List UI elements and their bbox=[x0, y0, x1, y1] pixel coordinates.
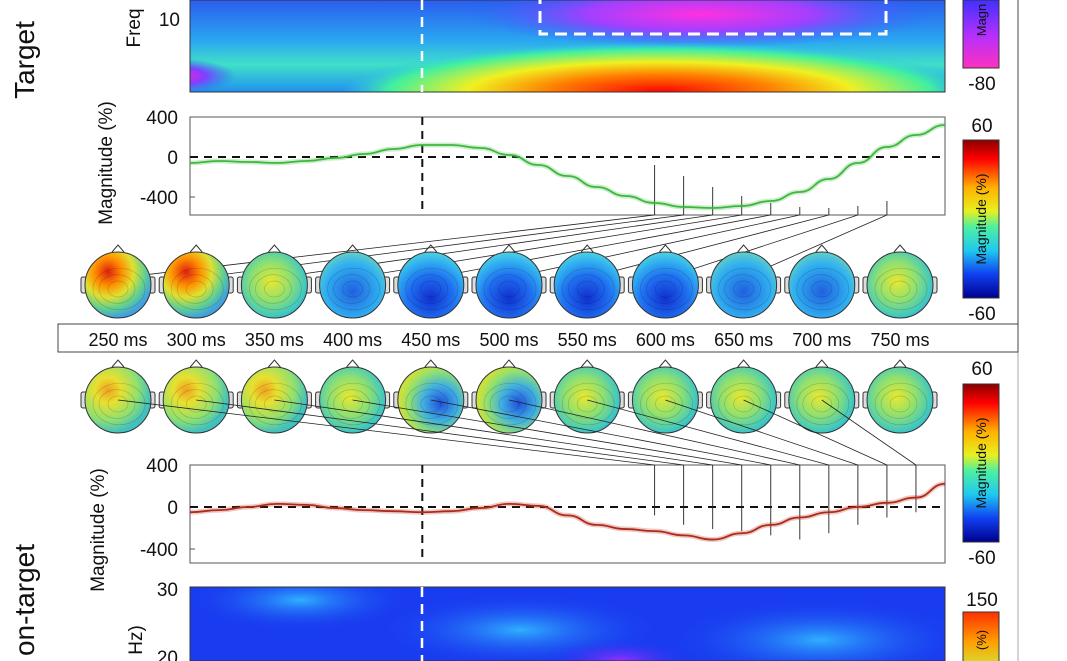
topomap-head bbox=[549, 359, 625, 434]
topo-colorbar-bottom-label: Magnitude (%) bbox=[973, 417, 989, 508]
topo-colorbar-top-max: 60 bbox=[971, 116, 992, 137]
topomap-head bbox=[471, 244, 547, 319]
top-spectrogram-ytick: 10 bbox=[159, 10, 180, 31]
topomap-head bbox=[784, 359, 860, 434]
guide-connector bbox=[196, 399, 684, 466]
topomap-head bbox=[80, 359, 156, 434]
guide-connector bbox=[587, 214, 829, 279]
guide-connector bbox=[743, 399, 888, 466]
guide-connector bbox=[508, 399, 800, 466]
time-label: 750 ms bbox=[870, 330, 929, 350]
ytick-label: 0 bbox=[167, 148, 178, 169]
time-label: 550 ms bbox=[558, 330, 617, 350]
bottom-spectrogram-colorbar-max: 150 bbox=[966, 590, 998, 611]
panel-label-nontarget: on-target bbox=[9, 544, 40, 656]
topomap-head bbox=[393, 244, 469, 319]
bottom-spectrogram bbox=[190, 587, 945, 661]
series-line bbox=[189, 483, 946, 541]
ytick-label: 400 bbox=[146, 108, 178, 129]
topo-colorbar-bottom-max: 60 bbox=[971, 359, 992, 380]
topomap-head bbox=[627, 244, 703, 319]
topo-colorbar-bottom bbox=[962, 383, 1000, 543]
guide-connector bbox=[508, 214, 800, 279]
guide-connector bbox=[274, 399, 713, 466]
top-spectrogram-ylabel: Freq bbox=[124, 8, 145, 47]
time-label: 600 ms bbox=[636, 330, 695, 350]
bottom-spectrogram-ytick-20: 20 bbox=[157, 648, 178, 661]
topomap-row-target bbox=[80, 244, 938, 319]
topo-colorbar-top-label: Magnitude (%) bbox=[973, 173, 989, 264]
guide-connector bbox=[117, 399, 655, 466]
topomap-head bbox=[862, 359, 938, 434]
bottom-spectrogram-colorbar bbox=[962, 611, 1000, 661]
series-line bbox=[189, 124, 946, 209]
bottom-spectrogram-ytick-30: 30 bbox=[157, 580, 178, 601]
topomap-head bbox=[706, 244, 782, 319]
bottom-spectrogram-frame bbox=[189, 586, 946, 661]
time-label: 250 ms bbox=[88, 330, 147, 350]
time-label: 450 ms bbox=[401, 330, 460, 350]
topomap-time-labels: 250 ms 300 ms 350 ms 400 ms 450 ms 500 ms 550 … bbox=[88, 330, 929, 350]
top-spectrogram-frame bbox=[189, 0, 946, 93]
top-spectrogram-colorbar bbox=[962, 0, 1000, 69]
top-spectrogram-colorbar-label: Magn bbox=[974, 4, 989, 37]
topomap-row-nontarget bbox=[80, 359, 938, 434]
time-label: 650 ms bbox=[714, 330, 773, 350]
topomap-head bbox=[393, 359, 469, 434]
top-spectrogram bbox=[190, 0, 945, 92]
guide-connector bbox=[665, 214, 859, 279]
ytick-label: 400 bbox=[146, 456, 178, 477]
guide-connector bbox=[821, 399, 917, 466]
topo-colorbar-top-min: -60 bbox=[968, 304, 995, 325]
guide-connector bbox=[352, 399, 742, 466]
target-waveform-axes bbox=[189, 116, 946, 216]
topomap-head bbox=[236, 244, 312, 319]
bottom-spectrogram-ylabel: Hz) bbox=[126, 625, 147, 655]
topomap-head bbox=[706, 359, 782, 434]
topomap-head bbox=[80, 244, 156, 319]
guide-connector bbox=[430, 399, 771, 466]
topomap-head bbox=[158, 359, 234, 434]
topomap-head bbox=[315, 244, 391, 319]
nontarget-waveform-chart: Magnitude (%) 400 0 -400 bbox=[88, 399, 946, 592]
topomap-head bbox=[549, 244, 625, 319]
time-label: 400 ms bbox=[323, 330, 382, 350]
time-label: 300 ms bbox=[167, 330, 226, 350]
guide-connector bbox=[665, 399, 859, 466]
target-waveform-chart: Magnitude (%) 400 0 -400 bbox=[96, 101, 946, 279]
topomap-head bbox=[158, 244, 234, 319]
ytick-label: -400 bbox=[140, 188, 178, 209]
roi-box bbox=[538, 0, 888, 36]
panel-label-target: Target bbox=[9, 21, 40, 99]
time-label: 500 ms bbox=[479, 330, 538, 350]
ytick-label: -400 bbox=[140, 540, 178, 561]
guide-connector bbox=[587, 399, 829, 466]
bottom-spectrogram-colorbar-label: (%) bbox=[974, 630, 989, 650]
time-label: 700 ms bbox=[792, 330, 851, 350]
nontarget-waveform-ylabel: Magnitude (%) bbox=[88, 468, 109, 592]
target-waveform-ylabel: Magnitude (%) bbox=[96, 101, 117, 225]
top-spectrogram-colorbar-min: -80 bbox=[968, 74, 995, 95]
topomap-head bbox=[862, 244, 938, 319]
topomap-head bbox=[784, 244, 860, 319]
topo-colorbar-bottom-min: -60 bbox=[968, 548, 995, 569]
topo-colorbar-top bbox=[962, 139, 1000, 299]
ytick-label: 0 bbox=[167, 498, 178, 519]
time-label: 350 ms bbox=[245, 330, 304, 350]
time-label-frame bbox=[57, 323, 1019, 353]
topomap-head bbox=[315, 359, 391, 434]
topomap-head bbox=[627, 359, 703, 434]
